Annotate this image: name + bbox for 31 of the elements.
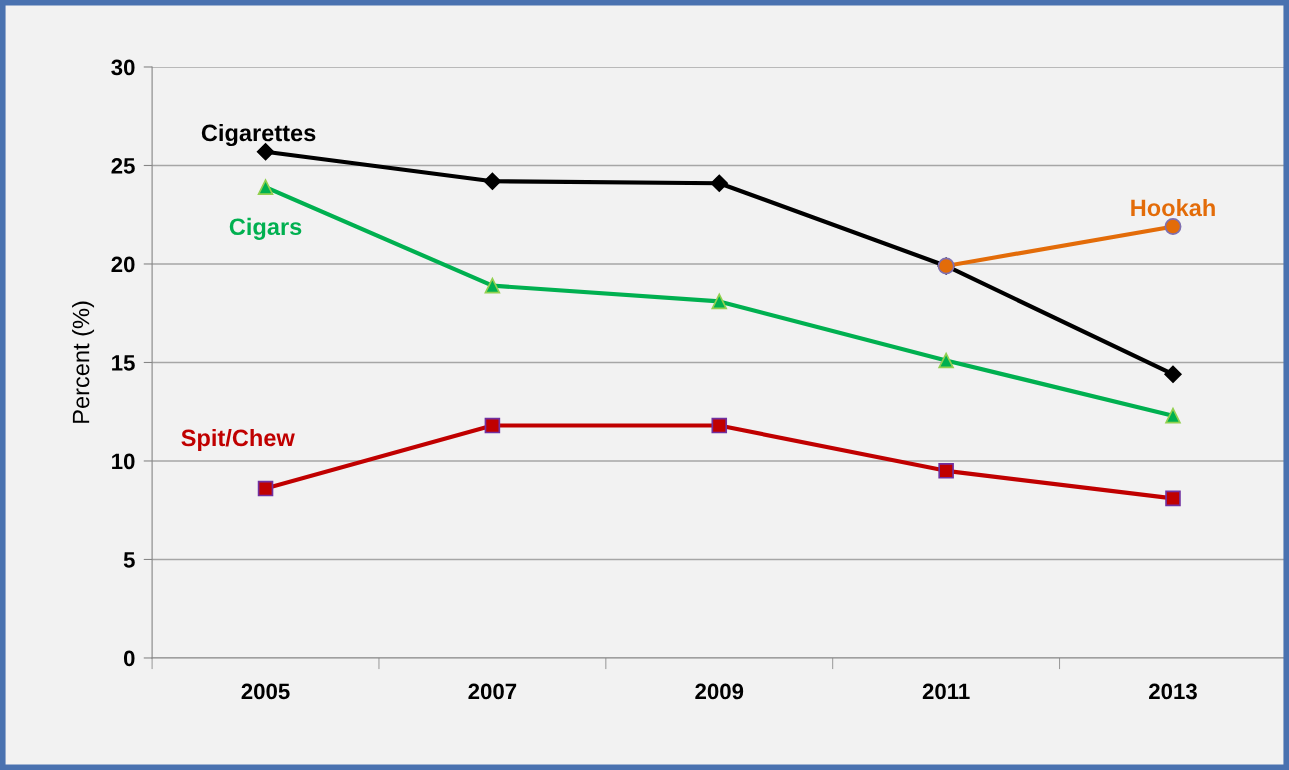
y-tick-label: 10 [112, 453, 135, 470]
point [1165, 407, 1181, 424]
series-label: Spit/Chew [181, 428, 295, 451]
point [484, 277, 501, 294]
y-tick-label: 25 [111, 158, 135, 174]
x-tick-label: 2011 [922, 683, 970, 700]
point [1164, 218, 1182, 236]
y-tick-label: 30 [111, 59, 135, 76]
point [711, 417, 728, 434]
y-axis-title: Percent (%) [72, 301, 95, 423]
x-tick-label: 2005 [241, 683, 290, 700]
y-tick-label: 15 [112, 355, 135, 371]
y-tick-label: 5 [123, 552, 135, 568]
y-tick-label: 20 [111, 256, 135, 273]
point [710, 174, 728, 192]
x-tick-label: 2009 [695, 683, 744, 700]
series-label: Cigars [229, 217, 302, 240]
point [938, 463, 954, 479]
x-tick-label: 2007 [468, 683, 517, 700]
point [257, 179, 274, 195]
x-tick-label: 2013 [1149, 683, 1197, 700]
point [1165, 490, 1181, 507]
series-label: Hookah [1131, 198, 1215, 217]
point [484, 417, 501, 434]
point [257, 480, 274, 497]
point [938, 352, 954, 369]
point [483, 172, 502, 190]
y-tick-label: 0 [123, 650, 135, 667]
point [1164, 365, 1182, 383]
series-label: Cigarettes [201, 123, 316, 147]
point [711, 293, 728, 310]
